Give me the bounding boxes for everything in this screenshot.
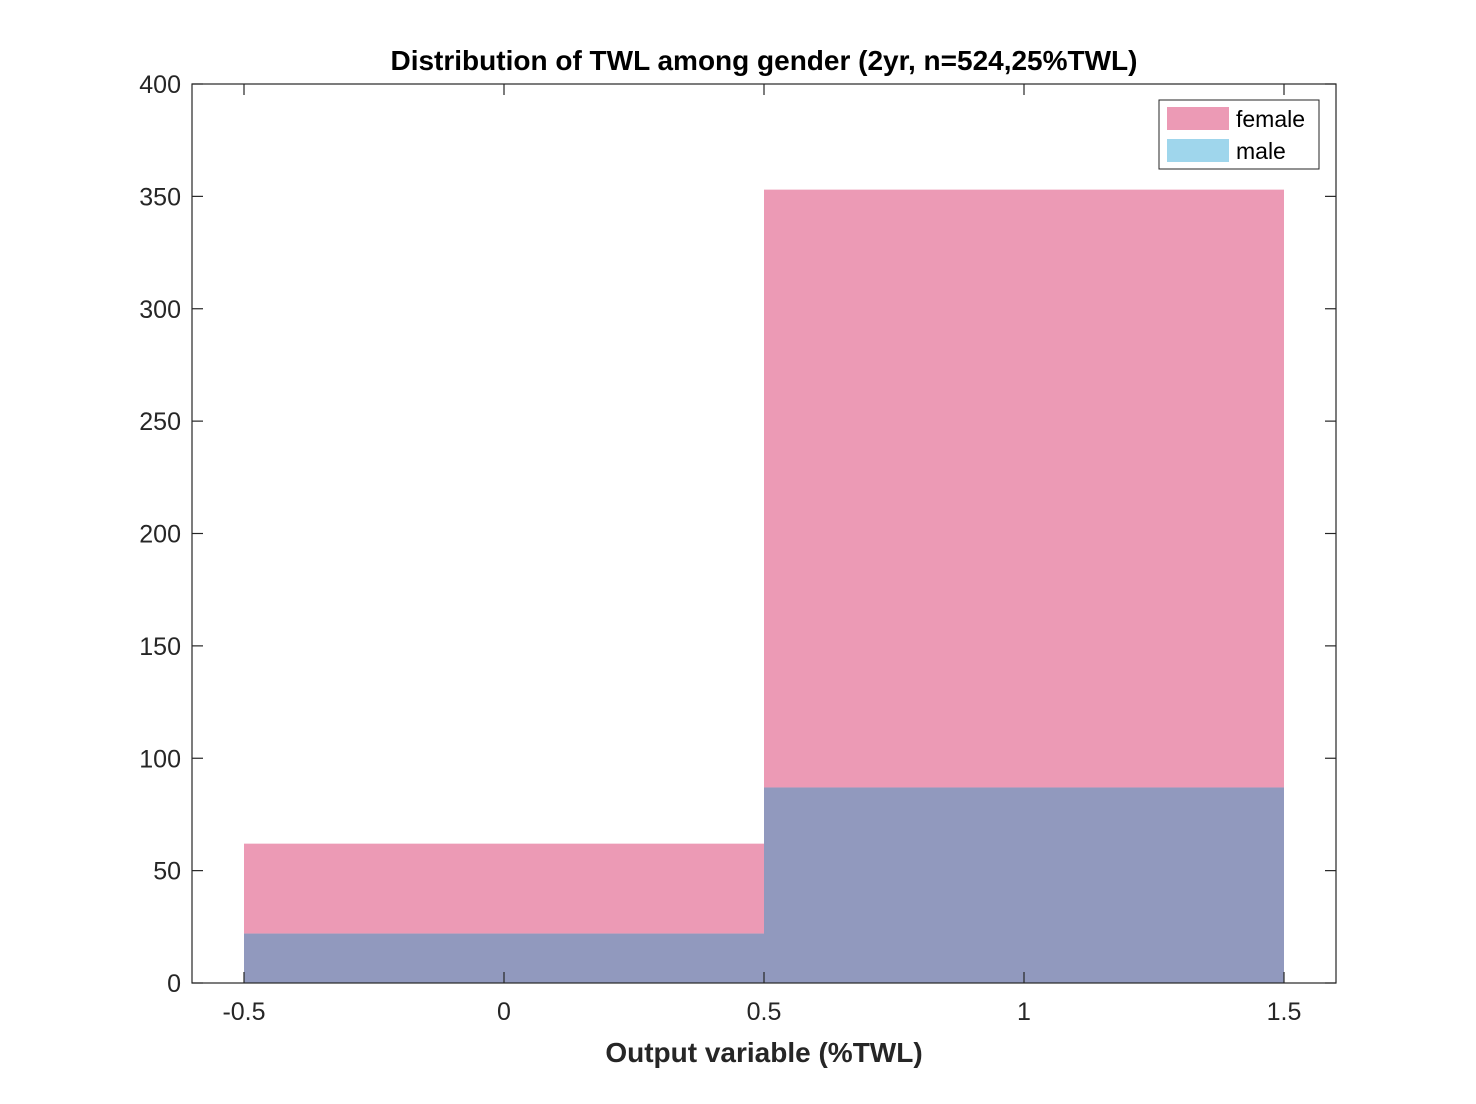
x-tick-label: 0 (497, 998, 511, 1026)
bar-female-bin-0 (244, 843, 764, 934)
y-tick-label: 150 (139, 633, 181, 661)
legend-label-male: male (1236, 138, 1286, 164)
y-tick-label: 50 (153, 858, 181, 886)
legend: female male (1158, 99, 1320, 170)
y-tick-label: 250 (139, 408, 181, 436)
x-tick-label: 1.5 (1267, 998, 1302, 1026)
y-tick-label: 300 (139, 296, 181, 324)
y-tick-label: 0 (167, 970, 181, 998)
legend-label-female: female (1236, 106, 1305, 132)
bars-layer (244, 189, 1284, 983)
x-axis-label: Output variable (%TWL) (605, 1037, 922, 1068)
y-tick-label: 200 (139, 521, 181, 549)
bar-female-bin-1 (764, 189, 1284, 788)
bar-overlap-bin-1 (764, 787, 1284, 983)
y-tick-label: 400 (139, 71, 181, 99)
x-tick-label: 0.5 (747, 998, 782, 1026)
y-tick-label: 350 (139, 183, 181, 211)
x-tick-label: -0.5 (222, 998, 265, 1026)
y-tick-label: 100 (139, 745, 181, 773)
ticks-layer: -0.5 0 0.5 1 1.5 0 50 100 150 200 250 300 350 400 (139, 71, 1336, 1026)
legend-swatch-male (1167, 139, 1229, 162)
chart-title: Distribution of TWL among gender (2yr, n… (390, 45, 1137, 76)
x-tick-label: 1 (1017, 998, 1031, 1026)
legend-swatch-female (1167, 107, 1229, 130)
